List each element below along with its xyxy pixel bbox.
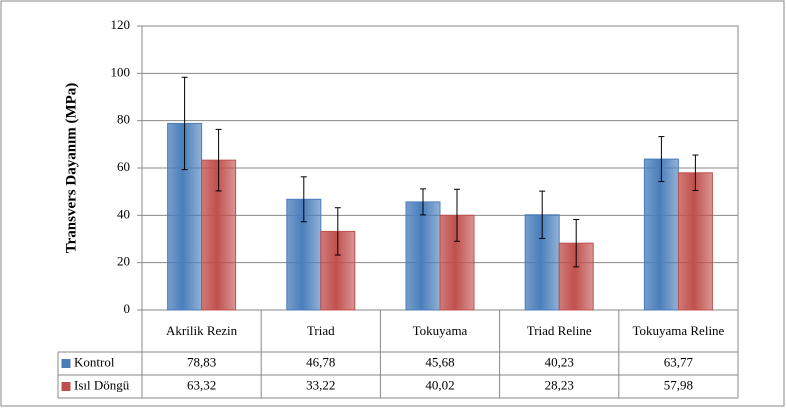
legend-swatch — [61, 359, 71, 368]
table-value: 45,68 — [425, 354, 454, 369]
x-tick-label: Akrilik Rezin — [166, 323, 238, 338]
legend-label: Kontrol — [74, 354, 115, 369]
table-value: 40,02 — [425, 377, 454, 392]
x-tick-label-box: Tokuyama — [412, 323, 468, 338]
table-value: 63,32 — [187, 377, 216, 392]
x-tick-label: Tokuyama — [412, 323, 468, 338]
x-tick-label-box: Triad — [306, 323, 335, 338]
table-value: 46,78 — [306, 354, 335, 369]
y-tick-label: 0 — [124, 301, 131, 316]
y-axis-label: Transvers Dayanım (MPa) — [63, 83, 79, 254]
bar — [677, 172, 713, 311]
y-tick-label: 80 — [117, 112, 130, 127]
table-value: 57,98 — [664, 377, 693, 392]
legend-label: Isıl Döngü — [74, 377, 130, 392]
bar — [405, 201, 441, 311]
table-value: 33,22 — [306, 377, 335, 392]
table-value: 78,83 — [187, 354, 216, 369]
table-value: 63,77 — [664, 354, 694, 369]
legend-swatch — [61, 382, 71, 391]
x-tick-label: Triad Reline — [526, 323, 592, 338]
table-value: 28,23 — [545, 377, 574, 392]
x-tick-label-box: Akrilik Rezin — [166, 323, 238, 338]
bar — [524, 214, 560, 311]
table-value: 40,23 — [545, 354, 574, 369]
y-tick-label: 40 — [117, 206, 130, 221]
x-tick-label-box: Triad Reline — [526, 323, 592, 338]
y-tick-label: 60 — [117, 159, 130, 174]
x-tick-label: Tokuyama Reline — [632, 323, 725, 338]
y-tick-label: 120 — [111, 17, 131, 32]
y-tick-label: 20 — [117, 254, 130, 269]
x-tick-label: Triad — [306, 323, 335, 338]
y-tick-label: 100 — [111, 64, 131, 79]
x-tick-label-box: Tokuyama Reline — [632, 323, 725, 338]
